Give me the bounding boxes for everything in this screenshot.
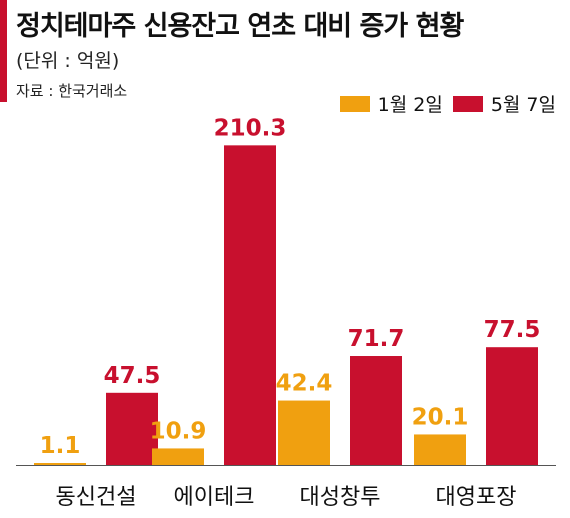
bar-대영포장-1월2일 [414, 434, 466, 465]
legend: 1월 2일 5월 7일 [339, 90, 556, 117]
chart-title: 정치테마주 신용잔고 연초 대비 증가 현황 [16, 11, 464, 42]
legend-item-series1: 1월 2일 [339, 90, 443, 117]
legend-item-series2: 5월 7일 [452, 90, 556, 117]
data-label-동신건설-1월2일: 1.1 [40, 433, 81, 459]
x-tick-label-대영포장: 대영포장 [436, 485, 517, 510]
legend-swatch-series2 [452, 95, 483, 112]
data-label-대성창투-1월2일: 42.4 [276, 371, 333, 397]
bar-동신건설-5월7일 [106, 392, 158, 465]
legend-label-series2: 5월 7일 [490, 94, 556, 116]
bar-동신건설-1월2일 [34, 463, 86, 465]
data-label-에이테크-5월7일: 210.3 [214, 115, 287, 141]
bar-대성창투-5월7일 [350, 356, 402, 465]
bar-에이테크-5월7일 [224, 145, 276, 465]
source-label: 자료 : 한국거래소 [16, 82, 128, 100]
data-label-대영포장-5월7일: 77.5 [484, 317, 541, 343]
data-label-대영포장-1월2일: 20.1 [412, 404, 469, 430]
data-label-에이테크-1월2일: 10.9 [150, 418, 207, 444]
legend-label-series1: 1월 2일 [377, 94, 443, 116]
x-tick-label-대성창투: 대성창투 [300, 485, 381, 510]
accent-bar [0, 0, 7, 102]
x-tick-label-에이테크: 에이테크 [174, 485, 255, 510]
data-label-대성창투-5월7일: 71.7 [348, 326, 405, 352]
unit-label: (단위 : 억원) [16, 50, 120, 72]
x-tick-label-동신건설: 동신건설 [56, 485, 137, 510]
data-label-동신건설-5월7일: 47.5 [104, 363, 161, 389]
bar-에이테크-1월2일 [152, 448, 204, 465]
legend-swatch-series1 [339, 95, 370, 112]
bar-대영포장-5월7일 [486, 347, 538, 465]
bar-대성창투-1월2일 [278, 400, 330, 465]
